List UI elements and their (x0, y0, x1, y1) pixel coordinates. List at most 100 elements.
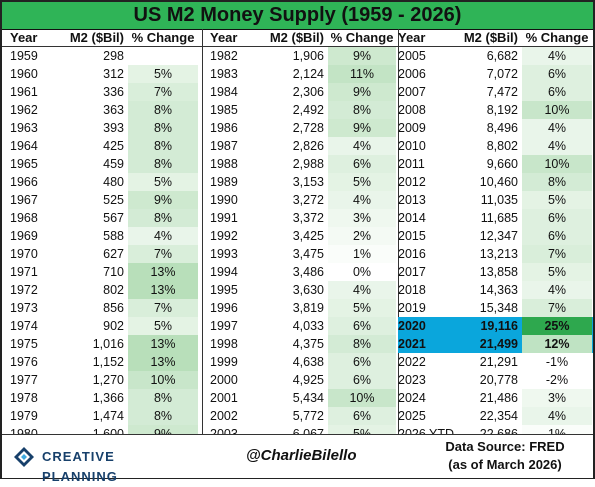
m2-cell: 10,460 (479, 175, 518, 189)
m2-cell: 6,682 (486, 49, 518, 63)
year-cell: 1997 (210, 319, 238, 333)
m2-cell: 1,016 (92, 337, 124, 351)
table-row: 2024 21,486 3% (398, 389, 593, 407)
year-cell: 2016 (398, 247, 426, 261)
column-header-change: % Change (525, 30, 589, 45)
highlighted-table-row: 2021 21,499 12% (398, 335, 593, 353)
year-cell: 2013 (398, 193, 426, 207)
change-cell: 13% (128, 263, 198, 281)
m2-cell: 627 (103, 247, 124, 261)
year-cell: 1991 (210, 211, 238, 225)
table-row: 2022 21,291 -1% (398, 353, 593, 371)
change-cell: 7% (522, 245, 592, 263)
change-cell: 25% (522, 317, 592, 335)
change-cell: 7% (128, 245, 198, 263)
creative-planning-logo: CREATIVE PLANNING (12, 445, 190, 484)
change-cell: 8% (522, 173, 592, 191)
footer: CREATIVE PLANNING @CharlieBilello Data S… (2, 434, 593, 484)
m2-cell: 3,372 (292, 211, 324, 225)
m2-cell: 4,638 (292, 355, 324, 369)
year-cell: 1999 (210, 355, 238, 369)
table-row: 1974 902 5% (2, 317, 202, 335)
year-cell: 2000 (210, 373, 238, 387)
table-row: 2025 22,354 4% (398, 407, 593, 425)
change-cell: 8% (128, 155, 198, 173)
column-header-m2: M2 ($Bil) (463, 30, 518, 45)
year-cell: 2020 (398, 319, 426, 333)
highlighted-table-row: 2020 19,116 25% (398, 317, 593, 335)
change-cell: 5% (522, 191, 592, 209)
year-cell: 2023 (398, 373, 426, 387)
m2-cell: 4,033 (292, 319, 324, 333)
table-row: 2008 8,192 10% (398, 101, 593, 119)
year-cell: 1973 (10, 301, 38, 315)
m2-cell: 425 (103, 139, 124, 153)
table-row: 2017 13,858 5% (398, 263, 593, 281)
change-cell: 8% (128, 101, 198, 119)
table-row: 2007 7,472 6% (398, 83, 593, 101)
table-row: 1971 710 13% (2, 263, 202, 281)
m2-cell: 1,366 (92, 391, 124, 405)
m2-cell: 3,272 (292, 193, 324, 207)
change-cell: 2% (328, 227, 396, 245)
change-cell: 13% (128, 281, 198, 299)
year-cell: 2014 (398, 211, 426, 225)
m2-cell: 1,906 (292, 49, 324, 63)
m2-cell: 9,660 (486, 157, 518, 171)
change-cell: 6% (522, 209, 592, 227)
table-row: 2019 15,348 7% (398, 299, 593, 317)
change-cell: 8% (128, 389, 198, 407)
change-cell: -1% (522, 353, 592, 371)
year-cell: 1968 (10, 211, 38, 225)
m2-cell: 2,826 (292, 139, 324, 153)
m2-cell: 4,925 (292, 373, 324, 387)
table-row: 1993 3,475 1% (202, 245, 398, 263)
table-row: 1963 393 8% (2, 119, 202, 137)
table-row: 2002 5,772 6% (202, 407, 398, 425)
year-cell: 1971 (10, 265, 38, 279)
change-cell: 10% (522, 101, 592, 119)
year-cell: 1974 (10, 319, 38, 333)
table-row: 1992 3,425 2% (202, 227, 398, 245)
table-row: 1984 2,306 9% (202, 83, 398, 101)
data-source-date: (as of March 2026) (448, 457, 562, 472)
table-row: 2016 13,213 7% (398, 245, 593, 263)
m2-cell: 312 (103, 67, 124, 81)
year-cell: 1976 (10, 355, 38, 369)
m2-cell: 3,630 (292, 283, 324, 297)
year-cell: 2006 (398, 67, 426, 81)
change-cell: 4% (522, 137, 592, 155)
change-cell: 4% (522, 47, 592, 65)
change-cell: 4% (328, 191, 396, 209)
table-row: 1975 1,016 13% (2, 335, 202, 353)
year-cell: 2017 (398, 265, 426, 279)
year-cell: 2018 (398, 283, 426, 297)
table-row: 1967 525 9% (2, 191, 202, 209)
table-row: 1978 1,366 8% (2, 389, 202, 407)
table-row: 2014 11,685 6% (398, 209, 593, 227)
m2-cell: 7,472 (486, 85, 518, 99)
year-cell: 1977 (10, 373, 38, 387)
change-cell: 7% (522, 299, 592, 317)
data-source-line: Data Source: FRED (445, 439, 565, 454)
change-cell: 10% (522, 155, 592, 173)
year-cell: 1994 (210, 265, 238, 279)
table-row: 1997 4,033 6% (202, 317, 398, 335)
column-header-row: Year M2 ($Bil) % Change (2, 29, 202, 47)
year-cell: 1967 (10, 193, 38, 207)
data-source: Data Source: FRED (as of March 2026) (420, 438, 590, 474)
table-row: 1979 1,474 8% (2, 407, 202, 425)
table-block: Year M2 ($Bil) % Change 1982 1,906 9% 1983 2,12… (202, 29, 399, 461)
m2-cell: 20,778 (479, 373, 518, 387)
table-row: 1985 2,492 8% (202, 101, 398, 119)
change-cell: 8% (128, 209, 198, 227)
change-cell: 6% (328, 353, 396, 371)
m2-cell: 856 (103, 301, 124, 315)
year-cell: 1979 (10, 409, 38, 423)
change-cell: 9% (328, 47, 396, 65)
m2-cell: 2,988 (292, 157, 324, 171)
table-row: 2011 9,660 10% (398, 155, 593, 173)
m2-cell: 15,348 (479, 301, 518, 315)
table-row: 1987 2,826 4% (202, 137, 398, 155)
